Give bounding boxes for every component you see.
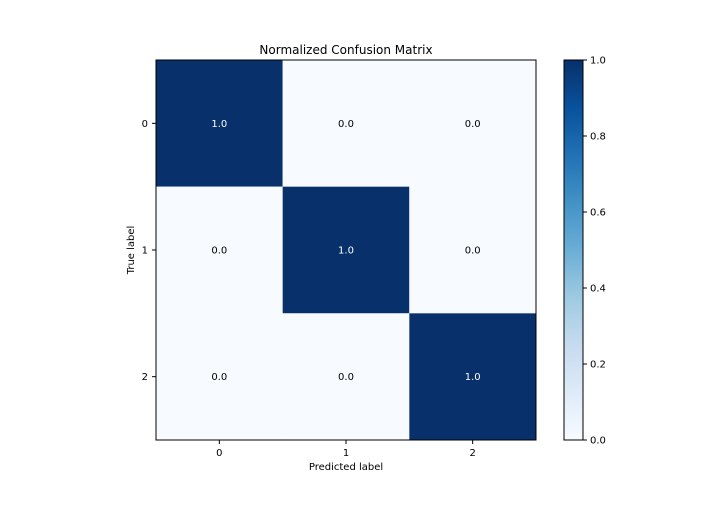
heatmap-cell-r2-c2 xyxy=(409,313,536,440)
colorbar-tick-label: 0.0 xyxy=(590,436,606,447)
cell-label-r1-c1: 1.0 xyxy=(338,246,354,257)
x-axis-label: Predicted label xyxy=(309,462,383,473)
y-tick-label: 1 xyxy=(142,246,148,257)
colorbar xyxy=(563,59,584,441)
colorbar-tick-label: 0.4 xyxy=(590,284,606,295)
heatmap-cell-r1-c1 xyxy=(282,186,410,314)
heatmap-cell-r2-c1 xyxy=(282,313,410,440)
cell-label-r1-c2: 0.0 xyxy=(465,246,481,257)
heatmap-cell-r1-c2 xyxy=(409,186,536,314)
heatmap-cell-r2-c0 xyxy=(156,313,283,440)
y-axis-ticks: 0 1 2 xyxy=(142,119,156,383)
cell-label-r2-c0: 0.0 xyxy=(211,372,227,383)
colorbar-tick-label: 0.6 xyxy=(590,208,606,219)
heatmap-cell-r0-c2 xyxy=(409,60,536,187)
chart-title: Normalized Confusion Matrix xyxy=(259,43,432,57)
x-tick-label: 1 xyxy=(343,448,349,459)
colorbar-tick-label: 1.0 xyxy=(590,56,606,67)
colorbar-tick-label: 0.2 xyxy=(590,360,606,371)
heatmap-cell-r0-c1 xyxy=(282,60,410,187)
cell-label-r2-c2: 1.0 xyxy=(465,372,481,383)
y-tick-label: 0 xyxy=(142,119,148,130)
y-axis-label: True label xyxy=(126,226,137,276)
heatmap-cell-r0-c0 xyxy=(156,60,283,187)
y-tick-label: 2 xyxy=(142,372,148,383)
heatmap-cells xyxy=(156,60,536,440)
cell-label-r0-c0: 1.0 xyxy=(211,119,227,130)
x-axis-ticks: 0 1 2 xyxy=(216,440,476,459)
colorbar-ticks: 0.0 0.2 0.4 0.6 0.8 1.0 xyxy=(583,56,606,447)
cell-label-r0-c2: 0.0 xyxy=(465,119,481,130)
heatmap-cell-labels: 1.0 0.0 0.0 0.0 1.0 0.0 0.0 0.0 1.0 xyxy=(211,119,480,383)
x-tick-label: 0 xyxy=(216,448,222,459)
cell-label-r1-c0: 0.0 xyxy=(211,246,227,257)
colorbar-tick-label: 0.8 xyxy=(590,132,606,143)
heatmap-cell-r1-c0 xyxy=(156,186,283,314)
cell-label-r2-c1: 0.0 xyxy=(338,372,354,383)
cell-label-r0-c1: 0.0 xyxy=(338,119,354,130)
x-tick-label: 2 xyxy=(469,448,475,459)
